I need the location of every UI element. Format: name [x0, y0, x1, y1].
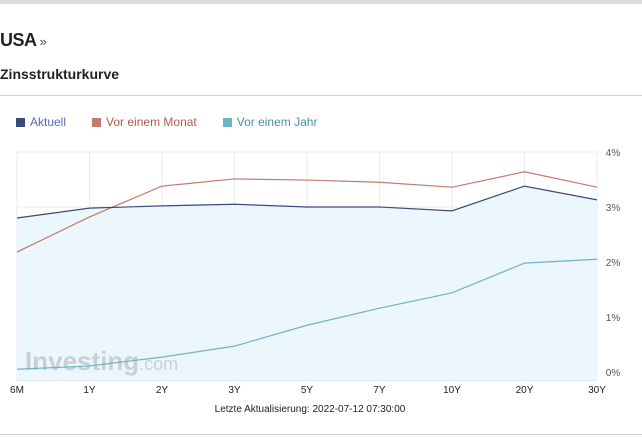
data-point [234, 178, 236, 180]
legend-label: Aktuell [30, 115, 67, 129]
legend-item-2[interactable]: Vor einem Jahr [222, 115, 318, 129]
data-point [451, 186, 453, 188]
legend-label: Vor einem Monat [106, 115, 197, 129]
data-point [306, 206, 308, 208]
divider-bottom [0, 434, 642, 435]
legend-item-1[interactable]: Vor einem Monat [92, 115, 197, 129]
area-fill-aktuell [17, 186, 597, 380]
data-point [524, 171, 526, 173]
data-point [451, 210, 453, 212]
x-tick-label: 30Y [588, 385, 606, 396]
x-tick-label: 1Y [83, 385, 96, 396]
data-point [379, 181, 381, 183]
y-tick-label: 4% [606, 148, 621, 159]
data-point [16, 217, 18, 219]
x-tick-label: 5Y [301, 385, 314, 396]
data-point [161, 356, 163, 358]
data-point [16, 368, 18, 370]
investing-logo-watermark: Investing.com [25, 346, 178, 376]
y-tick-label: 2% [606, 258, 621, 269]
data-point [379, 307, 381, 309]
section-title: Zinsstrukturkurve [0, 66, 120, 82]
country-title: USA [0, 30, 37, 50]
data-point [234, 345, 236, 347]
data-point [596, 186, 598, 188]
x-tick-label: 2Y [156, 385, 169, 396]
divider [0, 95, 642, 96]
x-tick-label: 6M [10, 385, 24, 396]
chart-legend: Aktuell Vor einem Monat Vor einem Jahr [16, 115, 317, 129]
series-line-vor-einem-jahr [16, 258, 598, 370]
legend-swatch [222, 117, 232, 127]
series-line-vor-einem-monat [16, 171, 598, 253]
data-point [306, 179, 308, 181]
data-point [524, 185, 526, 187]
data-point [161, 185, 163, 187]
y-tick-label: 3% [606, 203, 621, 214]
data-point [89, 216, 91, 218]
chevron-right-icon: » [39, 34, 47, 49]
data-point [161, 205, 163, 207]
x-tick-label: 3Y [228, 385, 241, 396]
legend-label: Vor einem Jahr [236, 115, 318, 129]
x-tick-label: 7Y [373, 385, 386, 396]
country-title-link[interactable]: USA» [0, 30, 47, 51]
top-border [0, 0, 642, 4]
data-point [234, 203, 236, 205]
data-point [89, 365, 91, 367]
legend-swatch [92, 117, 102, 127]
x-tick-label: 10Y [443, 385, 461, 396]
y-tick-label: 1% [606, 313, 621, 324]
data-point [306, 324, 308, 326]
legend-swatch [16, 117, 25, 127]
data-point [89, 207, 91, 209]
last-updated: Letzte Aktualisierung: 2022-07-12 07:30:… [214, 404, 406, 415]
data-point [451, 292, 453, 294]
y-tick-label: 0% [606, 368, 621, 379]
data-point [524, 262, 526, 264]
data-point [596, 199, 598, 201]
series-line-aktuell [16, 185, 598, 219]
data-point [16, 251, 18, 253]
data-point [379, 206, 381, 208]
data-point [596, 258, 598, 260]
legend-item-0[interactable]: Aktuell [16, 115, 66, 129]
x-tick-label: 20Y [516, 385, 534, 396]
